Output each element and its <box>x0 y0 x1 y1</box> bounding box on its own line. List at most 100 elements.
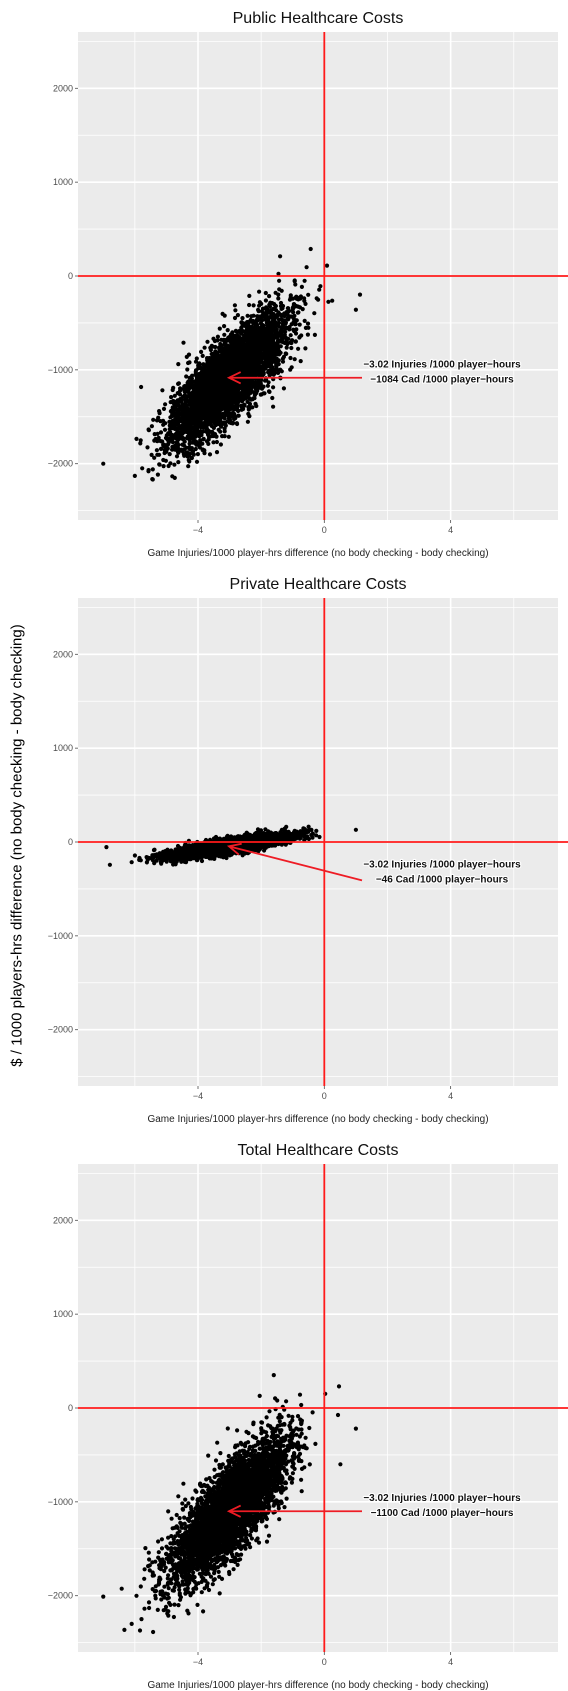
scatter-point <box>251 396 256 401</box>
scatter-point <box>187 459 192 464</box>
scatter-point <box>288 314 294 319</box>
scatter-point <box>326 299 331 304</box>
scatter-point <box>287 297 293 302</box>
scatter-point <box>162 442 167 447</box>
scatter-point <box>223 423 228 428</box>
scatter-point <box>303 346 308 351</box>
scatter-point <box>202 379 208 384</box>
scatter-point <box>219 337 224 342</box>
scatter-point <box>213 384 218 389</box>
scatter-point <box>170 444 175 449</box>
scatter-point <box>282 313 287 319</box>
scatter-point <box>243 396 248 401</box>
scatter-point <box>247 302 252 308</box>
scatter-point <box>239 327 244 332</box>
scatter-point <box>231 385 236 390</box>
scatter-point <box>271 385 276 390</box>
scatter-point <box>243 391 248 397</box>
scatter-point <box>303 301 308 306</box>
scatter-point <box>153 436 158 442</box>
scatter-point <box>230 421 235 426</box>
scatter-point <box>289 322 294 327</box>
scatter-point <box>314 833 319 838</box>
scatter-point <box>163 421 168 426</box>
scatter-point <box>233 308 238 313</box>
scatter-point <box>219 383 224 388</box>
scatter-point <box>253 380 258 385</box>
scatter-point <box>235 391 240 396</box>
scatter-point <box>312 311 317 316</box>
scatter-point <box>211 425 216 430</box>
scatter-point <box>205 422 210 427</box>
scatter-point <box>205 364 210 369</box>
scatter-point <box>189 378 194 384</box>
scatter-point <box>175 444 180 449</box>
scatter-point <box>247 385 252 390</box>
scatter-point <box>293 339 298 344</box>
scatter-point <box>259 324 264 329</box>
x-axis-label: Game Injuries/1000 player-hrs difference… <box>147 1114 488 1125</box>
scatter-point <box>193 387 198 392</box>
scatter-point <box>253 341 258 346</box>
scatter-point <box>169 395 174 400</box>
scatter-point <box>253 327 258 332</box>
scatter-point <box>184 425 189 430</box>
scatter-point <box>214 439 219 445</box>
scatter-point <box>179 431 184 437</box>
scatter-point <box>173 413 178 418</box>
scatter-point <box>294 296 299 301</box>
scatter-points <box>101 246 363 482</box>
scatter-point <box>267 373 272 378</box>
scatter-point <box>267 315 272 320</box>
scatter-point <box>298 296 303 301</box>
scatter-point <box>259 346 264 352</box>
scatter-point <box>292 313 297 318</box>
y-tick-label: 0 <box>68 271 73 281</box>
scatter-point <box>182 393 188 398</box>
scatter-point <box>222 434 227 439</box>
chart-title: Private Healthcare Costs <box>230 576 407 593</box>
scatter-point <box>286 317 291 322</box>
scatter-point <box>200 447 205 452</box>
scatter-point <box>213 392 218 397</box>
scatter-point <box>210 429 215 434</box>
scatter-point <box>284 310 289 315</box>
scatter-point <box>166 441 171 446</box>
scatter-point <box>288 355 293 361</box>
scatter-point <box>212 418 218 424</box>
scatter-point <box>146 427 151 432</box>
scatter-point <box>233 381 238 387</box>
scatter-point <box>261 366 266 371</box>
scatter-point <box>233 328 238 333</box>
scatter-point <box>222 324 227 329</box>
scatter-point <box>284 339 289 344</box>
scatter-point <box>243 324 248 329</box>
scatter-point <box>187 441 192 446</box>
scatter-point <box>222 369 227 374</box>
scatter-point <box>293 318 298 323</box>
scatter-point <box>266 368 271 374</box>
scatter-point <box>256 377 261 382</box>
scatter-point <box>168 430 173 435</box>
scatter-point <box>278 300 284 306</box>
scatter-point <box>258 368 263 373</box>
scatter-point <box>146 468 151 473</box>
scatter-point <box>217 398 222 403</box>
scatter-point <box>150 477 155 482</box>
scatter-point <box>228 382 233 388</box>
scatter-point <box>304 265 309 270</box>
scatter-point <box>161 406 167 411</box>
scatter-point <box>283 325 288 330</box>
scatter-point <box>271 404 276 409</box>
x-axis-label: Game Injuries/1000 player-hrs difference… <box>147 548 488 559</box>
panel-private-healthcare: Private Healthcare Costs −4 0 4 −2000 −1000 0 1… <box>0 566 568 1128</box>
scatter-point <box>297 334 302 339</box>
y-tick-label: −2000 <box>48 459 73 469</box>
scatter-point <box>186 360 191 366</box>
scatter-point <box>193 412 198 417</box>
scatter-point <box>134 436 139 441</box>
scatter-point <box>161 464 166 469</box>
scatter-point <box>158 439 163 444</box>
scatter-point <box>205 411 210 416</box>
scatter-point <box>225 357 231 362</box>
